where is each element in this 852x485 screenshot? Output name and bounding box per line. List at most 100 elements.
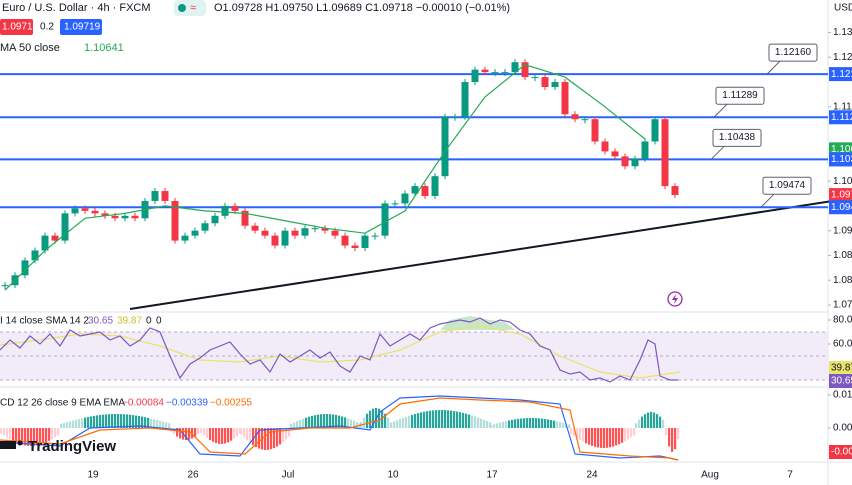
rsi-overbought-fill	[440, 316, 515, 330]
candle-body	[671, 186, 679, 196]
macd-bar	[480, 418, 483, 428]
macd-bar	[212, 428, 215, 442]
macd-bar	[659, 416, 662, 428]
price-tag-text: 1.112	[831, 112, 852, 123]
candle-body	[101, 213, 109, 216]
macd-bar	[553, 420, 556, 428]
macd-bar	[541, 418, 544, 428]
ask-box	[60, 19, 102, 35]
macd-bar	[677, 428, 680, 440]
macd-bar	[387, 417, 390, 428]
macd-bar	[276, 428, 279, 447]
macd-bar	[264, 428, 267, 450]
macd-bar	[120, 414, 123, 428]
candle-body	[591, 119, 599, 142]
macd-bar	[647, 412, 650, 428]
macd-bar	[615, 428, 618, 446]
macd-bar	[496, 423, 499, 428]
macd-bar	[633, 428, 636, 436]
macd-bar	[33, 428, 36, 446]
macd-bar	[618, 428, 621, 445]
macd-bar	[344, 417, 347, 428]
candle-body	[151, 191, 159, 201]
candle-body	[541, 77, 549, 87]
macd-bar	[635, 423, 638, 428]
macd-bar	[138, 416, 141, 428]
status-icon	[178, 4, 186, 12]
macd-bar	[594, 428, 597, 447]
macd-bar	[384, 413, 387, 428]
macd-bar	[66, 422, 69, 428]
macd-bar	[156, 419, 159, 428]
callout-label: 1.12160	[775, 47, 812, 58]
sma-line	[4, 64, 646, 291]
macd-bar	[621, 428, 624, 443]
callout-box	[762, 176, 812, 195]
callout-box	[712, 128, 762, 147]
symbol-title: Euro / U.S. Dollar · 4h · FXCM	[2, 2, 151, 14]
macd-bar	[656, 414, 659, 428]
macd-bar	[99, 415, 102, 428]
macd-bar	[347, 418, 350, 428]
macd-bar	[612, 428, 615, 447]
candle-body	[631, 158, 639, 167]
macd-bar	[609, 428, 612, 448]
rsi-extra: 0	[146, 316, 152, 327]
candle-body	[451, 116, 459, 118]
candle-body	[61, 213, 69, 241]
candle-body	[201, 223, 209, 231]
macd-bar	[477, 417, 480, 428]
macd-bar	[123, 414, 126, 428]
alert-icon[interactable]	[672, 294, 678, 304]
macd-bar	[36, 428, 39, 446]
macd-bar	[559, 422, 562, 428]
macd-bar	[320, 414, 323, 428]
candle-body	[1, 285, 9, 287]
macd-bar	[317, 414, 320, 428]
macd-tag-text: -0.00	[831, 447, 852, 458]
candle-body	[31, 250, 39, 261]
callout-pointer	[713, 102, 729, 118]
macd-bar	[302, 418, 305, 428]
candle-body	[191, 230, 199, 236]
candle-body	[611, 151, 619, 157]
macd-bar	[323, 414, 326, 428]
candle-body	[621, 156, 629, 167]
macd-bar	[332, 414, 335, 428]
macd-bar	[414, 413, 417, 428]
macd-bar	[209, 428, 212, 441]
macd-bar	[453, 411, 456, 428]
rsi-tag	[829, 374, 852, 388]
callout-label: 1.10438	[719, 132, 756, 143]
macd-bar	[246, 428, 249, 441]
x-tick-label: Jul	[282, 470, 295, 481]
macd-bar	[444, 410, 447, 428]
macd-bar	[90, 416, 93, 428]
macd-bar	[206, 428, 209, 438]
macd-bar	[526, 418, 529, 428]
macd-value: −0.00339	[166, 398, 208, 409]
rsi-extra: 0	[156, 316, 162, 327]
macd-bar	[314, 415, 317, 428]
macd-bar	[24, 428, 27, 446]
bid-box	[0, 19, 33, 35]
macd-bar	[93, 415, 96, 428]
candle-body	[91, 210, 99, 214]
macd-bar	[288, 428, 291, 437]
candle-body	[131, 215, 139, 219]
macd-bar	[417, 413, 420, 428]
alert-icon[interactable]	[667, 291, 683, 307]
macd-bar	[456, 411, 459, 428]
macd-bar	[390, 422, 393, 428]
candle-body	[221, 205, 229, 216]
price-tag	[829, 110, 852, 125]
price-tag-text: 1.106	[831, 144, 852, 155]
macd-bar	[474, 416, 477, 428]
macd-bar	[249, 428, 252, 443]
price-tag	[829, 152, 852, 167]
macd-bar	[81, 418, 84, 428]
macd-bar	[18, 428, 21, 444]
candle-body	[261, 230, 269, 236]
candle-body	[531, 77, 539, 79]
macd-bar	[9, 428, 12, 440]
